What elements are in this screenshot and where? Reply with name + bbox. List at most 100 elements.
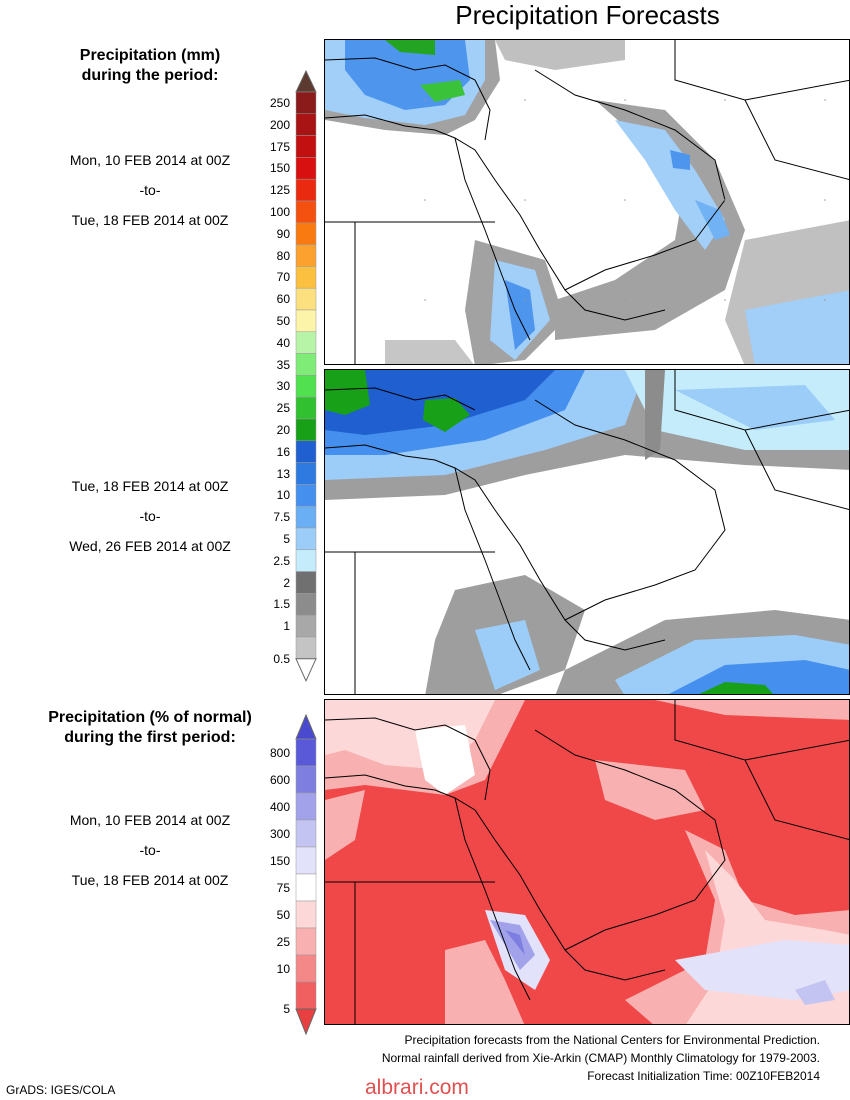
mm-colorbar-swatch [295,571,317,594]
mm-colorbar-tick-label: 2 [283,575,290,590]
period-3-label: Mon, 10 FEB 2014 at 00Z -to- Tue, 18 FEB… [30,805,270,895]
percent-colorbar-tick-label: 25 [276,934,290,949]
period-3-sep: -to- [139,842,161,858]
mm-colorbar-tick-label: 0.5 [273,651,290,666]
mm-colorbar-tick-label: 90 [276,226,290,241]
percent-colorbar: 800 600 400 300 150 75 50 25 10 5 [240,714,330,1036]
period-2-sep: -to- [139,508,161,524]
mm-colorbar-tick-label: 125 [269,183,290,198]
mm-colorbar-top-arrow [295,70,317,93]
precip-pct-title-line2: during the first period: [64,729,236,746]
mm-colorbar-swatch [295,135,317,158]
percent-colorbar-tick-label: 800 [269,745,290,760]
mm-colorbar-swatch [295,113,317,136]
mm-colorbar-tick-label: 175 [269,139,290,154]
mm-colorbar-swatch [295,375,317,398]
mm-colorbar-swatch [295,266,317,289]
footer-line-2: Normal rainfall derived from Xie-Arkin (… [381,1051,820,1065]
footer-notes: Precipitation forecasts from the Nationa… [382,1031,820,1085]
percent-colorbar-swatch [295,819,317,848]
mm-colorbar-swatch [295,440,317,463]
percent-colorbar-tick-label: 400 [269,799,290,814]
coastlines [325,700,849,1024]
footer-line-3: Forecast Initialization Time: 00Z10FEB20… [587,1069,820,1083]
mm-colorbar-swatch [295,484,317,507]
map-panel-percent-normal [324,699,850,1025]
percent-colorbar-swatch [295,846,317,875]
mm-colorbar-tick-label: 200 [269,117,290,132]
period-3-end: Tue, 18 FEB 2014 at 00Z [71,872,229,888]
percent-colorbar-swatch [295,738,317,767]
coastlines [325,370,849,694]
percent-colorbar-bottom-arrow [295,1008,317,1036]
mm-colorbar-swatch [295,353,317,376]
mm-colorbar-swatch [295,178,317,202]
mm-colorbar-tick-label: 30 [276,379,290,394]
mm-colorbar-tick-label: 80 [276,248,290,263]
mm-colorbar-swatch [295,549,317,572]
map-panel-week1-precip [324,39,850,365]
mm-colorbar-swatch [295,527,317,551]
percent-colorbar-tick-label: 300 [269,826,290,841]
mm-colorbar-tick-label: 35 [276,357,290,372]
footer-line-1: Precipitation forecasts from the Nationa… [404,1033,820,1047]
precip-mm-title-line2: during the period: [81,67,219,84]
mm-colorbar-swatch [295,636,317,660]
mm-colorbar-tick-label: 16 [276,444,290,459]
period-1-start: Mon, 10 FEB 2014 at 00Z [69,152,231,168]
mm-colorbar-tick-label: 10 [276,488,290,503]
precip-shading [325,40,849,364]
mm-colorbar: 250 200 175 150 125 100 90 80 70 60 50 40 35 30 25 20 16… [240,70,330,683]
period-2-end: Wed, 26 FEB 2014 at 00Z [69,538,231,554]
percent-colorbar-swatch [295,873,317,902]
precip-pct-title: Precipitation (% of normal) during the f… [30,708,270,748]
mm-colorbar-tick-label: 100 [269,204,290,219]
page-title: Precipitation Forecasts [455,0,720,30]
mm-colorbar-tick-label: 60 [276,292,290,307]
mm-colorbar-tick-label: 40 [276,335,290,350]
mm-colorbar-tick-label: 70 [276,270,290,285]
percent-colorbar-top-arrow [295,714,317,740]
map-panel-week2-precip [324,369,850,695]
mm-colorbar-swatch [295,222,317,245]
mm-colorbar-tick-label: 150 [269,161,290,176]
mm-colorbar-tick-label: 13 [276,466,290,481]
percent-colorbar-swatch [295,981,317,1010]
precip-pct-title-line1: Precipitation (% of normal) [48,709,252,726]
mm-colorbar-swatch [295,331,317,354]
percent-colorbar-swatch [295,792,317,821]
percent-colorbar-swatch [295,954,317,983]
mm-colorbar-swatch [295,244,317,267]
grads-credit: GrADS: IGES/COLA [6,1083,116,1097]
mm-colorbar-swatch [295,91,317,115]
mm-colorbar-tick-label: 5 [283,531,290,546]
mm-colorbar-tick-label: 7.5 [273,510,290,525]
percent-colorbar-tick-label: 5 [283,1002,290,1016]
watermark: albrari.com [365,1076,469,1099]
mm-colorbar-swatch [295,614,317,638]
mm-colorbar-tick-label: 1.5 [273,597,290,612]
percent-colorbar-tick-label: 75 [276,880,290,895]
mm-colorbar-svg [295,70,317,683]
mm-colorbar-swatch [295,462,317,485]
mm-colorbar-tick-label: 2.5 [273,553,290,568]
mm-colorbar-tick-label: 1 [283,619,290,634]
mm-colorbar-swatch [295,200,317,224]
mm-colorbar-tick-label: 250 [269,95,290,110]
mm-colorbar-swatch [295,418,317,442]
mm-colorbar-swatch [295,287,317,311]
mm-colorbar-tick-label: 50 [276,313,290,328]
period-2-start: Tue, 18 FEB 2014 at 00Z [71,478,229,494]
percent-colorbar-svg [295,714,317,1036]
period-1-sep: -to- [139,182,161,198]
percent-shading [325,700,849,1024]
precip-shading [325,370,849,694]
period-3-start: Mon, 10 FEB 2014 at 00Z [69,812,231,828]
mm-colorbar-swatch [295,157,317,180]
percent-colorbar-tick-label: 150 [269,853,290,868]
mm-colorbar-tick-label: 25 [276,401,290,416]
precip-mm-title-line1: Precipitation (mm) [79,47,221,64]
mm-colorbar-tick-label: 20 [276,422,290,437]
mm-colorbar-swatch [295,396,317,420]
percent-colorbar-tick-label: 50 [276,907,290,922]
